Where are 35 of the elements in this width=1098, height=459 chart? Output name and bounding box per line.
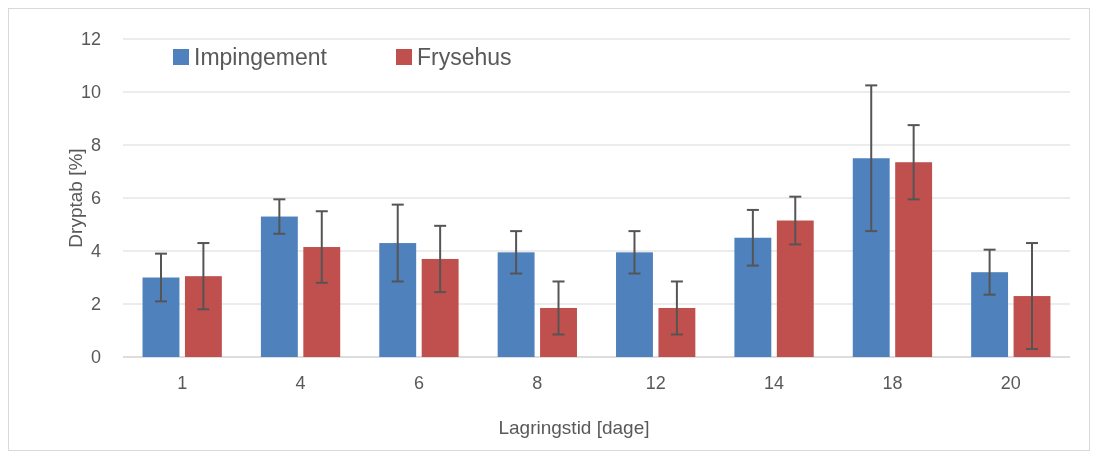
x-tick-label: 6 (413, 373, 424, 393)
x-axis-title: Lagringstid [dage] (498, 417, 650, 438)
y-tick-label: 12 (80, 29, 101, 50)
bar (895, 162, 933, 357)
bar (540, 307, 577, 357)
y-tick-label: 8 (90, 135, 101, 156)
bar (1013, 296, 1051, 357)
bar (184, 276, 222, 357)
y-tick-label: 2 (90, 294, 101, 315)
bar (421, 258, 459, 357)
y-tick-label: 4 (90, 241, 101, 262)
bar (734, 237, 772, 357)
bar (303, 247, 341, 357)
bar (658, 307, 696, 357)
x-tick-label: 14 (764, 373, 785, 393)
y-axis-title: Dryptab [%] (65, 148, 86, 248)
bar (142, 277, 180, 357)
y-tick-label: 6 (90, 188, 101, 209)
x-tick-label: 12 (645, 373, 666, 393)
bar (852, 158, 890, 357)
y-tick-label: 10 (80, 82, 101, 103)
x-tick-label: 8 (532, 373, 543, 393)
x-tick-label: 20 (1000, 373, 1021, 393)
bar (971, 272, 1009, 357)
legend-label: Frysehus (417, 44, 512, 71)
bar (616, 252, 653, 357)
y-tick-label: 0 (90, 347, 101, 368)
bar (497, 252, 535, 357)
legend-label: Impingement (194, 44, 328, 71)
x-tick-label: 18 (882, 373, 903, 393)
bar (260, 216, 298, 357)
bar (379, 243, 417, 357)
x-tick-label: 4 (295, 373, 306, 393)
x-tick-label: 1 (177, 373, 188, 393)
bar (776, 220, 814, 357)
